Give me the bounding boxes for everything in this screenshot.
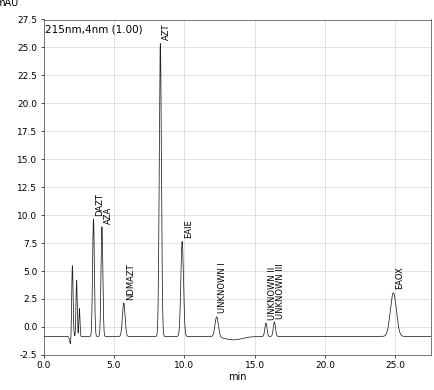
Text: UNKNOWN II: UNKNOWN II [267,266,276,320]
Text: AZA: AZA [103,206,112,223]
X-axis label: min: min [227,372,246,381]
Text: EAIE: EAIE [184,219,192,238]
Text: EAOX: EAOX [395,267,404,289]
Text: UNKNOWN I: UNKNOWN I [218,262,227,313]
Text: 215nm,4nm (1.00): 215nm,4nm (1.00) [45,25,143,35]
Text: AZT: AZT [162,24,171,40]
Text: UNKNOWN III: UNKNOWN III [276,263,284,319]
Text: mAU: mAU [0,0,18,9]
Text: DAZT: DAZT [95,193,104,216]
Text: NDMAZT: NDMAZT [125,263,135,300]
